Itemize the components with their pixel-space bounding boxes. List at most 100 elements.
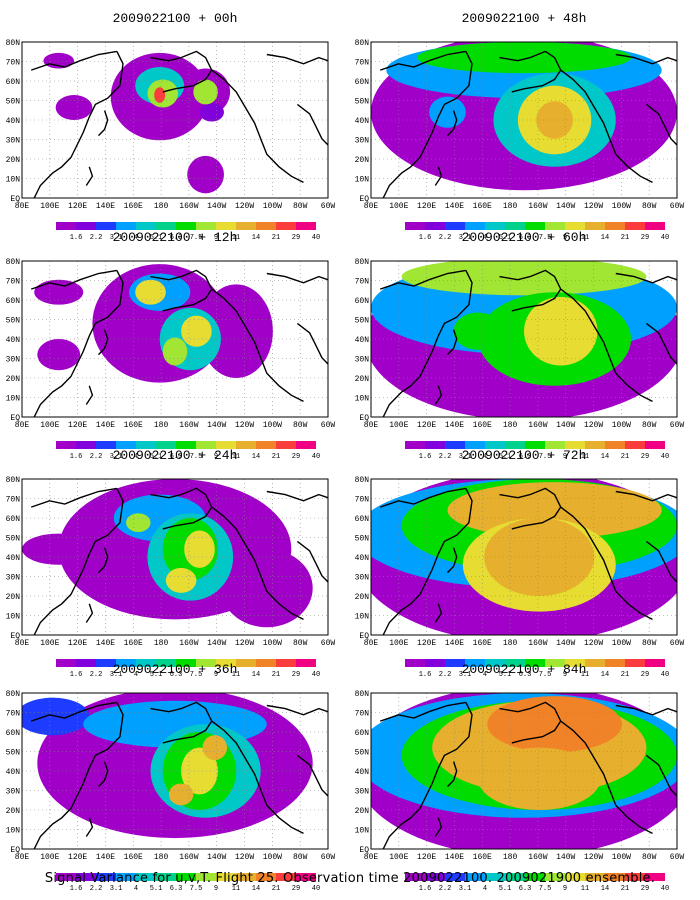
colorbar-label: 2.2 — [439, 453, 452, 461]
colorbar-swatch — [256, 873, 276, 881]
colorbar-swatch — [425, 222, 445, 230]
lon-tick-label: 120W — [235, 202, 254, 211]
colorbar-label: 5.1 — [150, 234, 163, 242]
coastline — [645, 754, 677, 797]
colorbar-label: 1.6 — [70, 234, 83, 242]
coastline — [296, 103, 328, 146]
colorbar-swatch — [445, 441, 465, 449]
lat-tick-label: 70N — [355, 278, 370, 287]
forecast-panel: 2009022100 + 36h 80N 70N 60N 50N 40N 30N 20N 10N… — [6, 662, 336, 893]
coastline — [560, 288, 653, 403]
colorbar-swatch — [176, 659, 196, 667]
lat-tick-label: 30N — [355, 574, 370, 583]
lat-tick-label: 40N — [6, 554, 21, 563]
variance-contour — [22, 697, 90, 736]
colorbar-swatch — [56, 659, 76, 667]
colorbar-label: 21 — [621, 453, 629, 461]
colorbar-swatch — [645, 873, 665, 881]
lon-tick-label: 140W — [556, 639, 575, 648]
colorbar-label: 40 — [312, 885, 320, 893]
variance-contour — [478, 747, 601, 810]
variance-contour — [181, 747, 218, 795]
colorbar-swatch — [296, 222, 316, 230]
coastline — [98, 329, 109, 356]
lat-tick-label: 70N — [355, 496, 370, 505]
variance-contour — [487, 696, 622, 753]
colorbar-swatch — [96, 659, 116, 667]
figure-caption: Signal Variance for u,v,T. Flight 25. Ob… — [44, 871, 656, 886]
colorbar-label: 6.3 — [519, 671, 532, 679]
lat-tick-label: 60N — [6, 297, 21, 306]
lat-tick-label: 60N — [6, 78, 21, 87]
lon-tick-label: 120W — [235, 853, 254, 862]
variance-contour — [416, 42, 632, 74]
variance-contour — [536, 101, 573, 139]
variance-field — [371, 693, 677, 849]
lon-tick-label: 160E — [473, 421, 492, 430]
variance-contour — [429, 96, 466, 128]
colorbar-label: 7.5 — [539, 453, 552, 461]
colorbar-label: 9 — [214, 671, 218, 679]
coastline — [85, 603, 94, 623]
coastline — [266, 704, 328, 716]
colorbar-swatch — [256, 659, 276, 667]
colorbar-label: 1.6 — [70, 453, 83, 461]
lon-tick-label: 160W — [528, 853, 547, 862]
colorbar-swatch — [465, 873, 485, 881]
colorbar-label: 40 — [661, 234, 669, 242]
lon-tick-label: 160E — [473, 202, 492, 211]
coastline — [499, 487, 562, 530]
lat-tick-label: 20N — [6, 375, 21, 384]
map-frame — [21, 692, 329, 850]
colorbar-label: 29 — [641, 234, 649, 242]
lat-tick-label: 20N — [355, 156, 370, 165]
colorbar-swatch — [196, 873, 216, 881]
colorbar-label: 11 — [581, 671, 589, 679]
lon-tick-label: 120E — [417, 853, 436, 862]
colorbar-label: 40 — [312, 453, 320, 461]
lat-tick-label: 80N — [6, 258, 21, 267]
colorbar-label: 7.5 — [539, 885, 552, 893]
colorbar-label: 9 — [214, 885, 218, 893]
colorbar-swatch — [505, 222, 525, 230]
colorbar-label: 14 — [601, 453, 609, 461]
colorbar-label: 29 — [641, 453, 649, 461]
lon-tick-label: 160W — [179, 639, 198, 648]
map-frame — [370, 692, 678, 850]
colorbar-swatch — [545, 659, 565, 667]
panel-title: 2009022100 + 12h — [113, 230, 238, 245]
lat-tick-label: 30N — [355, 356, 370, 365]
colorbar-swatch — [96, 441, 116, 449]
lon-tick-label: 160E — [473, 639, 492, 648]
colorbar-swatch — [116, 873, 136, 881]
lat-tick-label: 10N — [355, 395, 370, 404]
coastline — [98, 547, 109, 574]
lon-tick-label: 80W — [293, 421, 308, 430]
lon-tick-label: 100W — [263, 853, 282, 862]
lon-tick-label: 80W — [293, 202, 308, 211]
colorbar-label: 11 — [232, 234, 240, 242]
colorbar-swatch — [645, 222, 665, 230]
colorbar-swatch — [625, 659, 645, 667]
colorbar-label: 1.6 — [419, 234, 432, 242]
coastline — [85, 385, 94, 405]
variance-contour — [165, 567, 197, 593]
colorbar-swatch — [256, 441, 276, 449]
colorbar-swatch — [625, 222, 645, 230]
lat-tick-label: 60N — [6, 515, 21, 524]
lon-tick-label: 60W — [670, 202, 685, 211]
variance-contour — [193, 79, 218, 105]
colorbar-label: 21 — [272, 885, 280, 893]
lat-tick-label: 80N — [6, 39, 21, 48]
lon-tick-label: 80W — [642, 421, 657, 430]
colorbar-swatch — [276, 659, 296, 667]
panel-title: 2009022100 + 72h — [462, 448, 587, 463]
lat-tick-label: EQ — [10, 846, 20, 855]
coastline — [447, 761, 458, 788]
variance-contour — [181, 315, 212, 347]
coastline — [615, 272, 677, 284]
colorbar-label: 14 — [252, 453, 260, 461]
colorbar-swatch — [296, 873, 316, 881]
variance-contour — [162, 337, 188, 366]
colorbar-swatch — [236, 659, 256, 667]
